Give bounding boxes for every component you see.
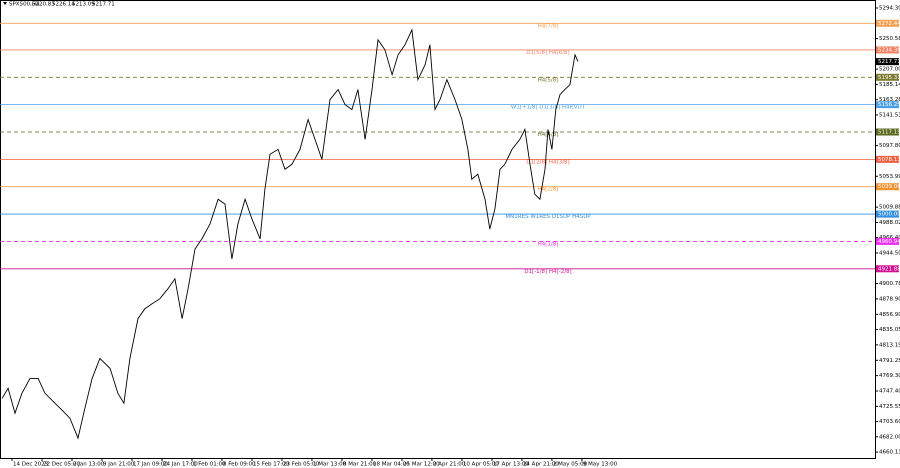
x-tick-label: 25 Mar 12:00 bbox=[403, 462, 440, 468]
x-tick-label: 1 Feb 01:00 bbox=[193, 462, 226, 468]
price-tag-label: 4960.94 bbox=[878, 239, 900, 245]
x-tick-label: 24 Apr 21:00 bbox=[523, 462, 559, 468]
level-label: H4[2/8] bbox=[538, 187, 559, 193]
y-tick-label: 5163.28 bbox=[879, 97, 900, 103]
price-tag-label: 4921.88 bbox=[878, 266, 900, 272]
level-label: D1[-1/8] H4[-2/8] bbox=[524, 269, 571, 275]
y-tick-label: 4856.90 bbox=[879, 312, 900, 318]
y-tick-label: 5053.99 bbox=[879, 174, 900, 180]
x-tick-label: 9 Jan 21:00 bbox=[103, 462, 135, 468]
x-tick-label: 2 May 05:00 bbox=[553, 462, 588, 468]
price-tag-label: 5156.25 bbox=[878, 102, 900, 108]
price-tag-label: 5195.31 bbox=[878, 75, 900, 81]
ohlc-open: 5220.83 bbox=[32, 2, 55, 8]
price-tag-label: 5078.13 bbox=[878, 157, 900, 163]
price-tag bbox=[876, 210, 899, 218]
price-tag-label: 5039.06 bbox=[878, 184, 900, 190]
level-label: H4[7/8] bbox=[538, 23, 559, 29]
price-tag bbox=[876, 183, 899, 191]
ohlc-low: 5213.09 bbox=[72, 2, 95, 8]
level-label: W1[+1/8] D1[3/8] H4P.VDT bbox=[511, 105, 586, 111]
price-tag bbox=[876, 155, 899, 163]
x-tick-label: 17 Apr 13:00 bbox=[493, 462, 529, 468]
x-tick-label: 18 Mar 04:00 bbox=[373, 462, 410, 468]
y-tick-label: 4725.55 bbox=[879, 404, 900, 410]
level-label: D1[2/8] H4[3/8] bbox=[526, 159, 569, 165]
y-tick-label: 4682.00 bbox=[879, 434, 900, 440]
y-tick-label: 5185.14 bbox=[879, 82, 900, 88]
y-tick-label: 4835.05 bbox=[879, 327, 900, 333]
x-tick-label: 2 Jan 13:00 bbox=[73, 462, 105, 468]
level-label: MN1RES W1RES D1SUP H4SUP bbox=[505, 214, 591, 220]
price-tag-label: 5000.00 bbox=[878, 212, 900, 218]
price-tag bbox=[876, 73, 899, 81]
plot-frame bbox=[0, 0, 876, 459]
price-tag bbox=[876, 265, 899, 273]
ohlc-high: 5226.14 bbox=[52, 2, 75, 8]
ohlc-close: 5217.71 bbox=[92, 2, 115, 8]
level-label: H4[1/8] bbox=[538, 241, 559, 247]
x-tick-label: 14 Dec 2023 bbox=[13, 462, 49, 468]
last-price-tag bbox=[876, 58, 899, 66]
level-label: D1[5/8] H4[6/8] bbox=[526, 50, 569, 56]
level-label: H4[5/8] bbox=[538, 77, 559, 83]
x-tick-label: 23 Feb 05:00 bbox=[283, 462, 320, 468]
y-tick-label: 4791.25 bbox=[879, 358, 900, 364]
x-tick-label: 8 Mar 21:00 bbox=[343, 462, 377, 468]
y-tick-label: 4944.50 bbox=[879, 250, 900, 256]
y-tick-label: 4900.78 bbox=[879, 281, 900, 287]
y-tick-label: 4988.02 bbox=[879, 220, 900, 226]
menu-arrow[interactable] bbox=[3, 2, 7, 5]
y-tick-label: 4813.19 bbox=[879, 342, 900, 348]
price-tag-label: 5234.38 bbox=[878, 47, 900, 53]
y-tick-label: 4769.30 bbox=[879, 373, 900, 379]
y-tick-label: 5141.53 bbox=[879, 112, 900, 118]
x-tick-label: 10 Apr 05:00 bbox=[463, 462, 499, 468]
y-tick-label: 4703.60 bbox=[879, 419, 900, 425]
y-tick-label: 5207.00 bbox=[879, 67, 900, 73]
price-tag bbox=[876, 237, 899, 245]
price-tag-label: 5272.44 bbox=[878, 21, 900, 27]
x-tick-label: 2 Apr 21:00 bbox=[433, 462, 466, 468]
y-tick-label: 5009.88 bbox=[879, 205, 900, 211]
price-line bbox=[1, 28, 579, 440]
price-tag bbox=[876, 46, 899, 54]
x-tick-label: 24 Jan 17:00 bbox=[163, 462, 198, 468]
x-tick-label: 22 Dec 05:00 bbox=[43, 462, 80, 468]
x-tick-label: 17 Jan 09:00 bbox=[133, 462, 168, 468]
last-price-label: 5217.71 bbox=[878, 59, 900, 65]
x-tick-label: 9 May 13:00 bbox=[583, 462, 618, 468]
x-tick-label: 15 Feb 17:00 bbox=[253, 462, 290, 468]
x-tick-label: 8 Feb 09:00 bbox=[223, 462, 256, 468]
x-tick-label: 1 Mar 13:00 bbox=[313, 462, 347, 468]
price-tag bbox=[876, 128, 899, 136]
y-tick-label: 4660.11 bbox=[879, 450, 900, 456]
y-tick-label: 4878.90 bbox=[879, 296, 900, 302]
price-tag bbox=[876, 101, 899, 109]
y-tick-label: 4747.40 bbox=[879, 388, 900, 394]
y-tick-label: 5250.58 bbox=[879, 36, 900, 42]
price-tag bbox=[876, 19, 899, 27]
y-tick-label: 5097.80 bbox=[879, 143, 900, 149]
price-tag-label: 5117.19 bbox=[878, 130, 900, 136]
y-tick-label: 5294.30 bbox=[879, 5, 900, 11]
symbol: SPX500,H4 bbox=[9, 2, 40, 8]
